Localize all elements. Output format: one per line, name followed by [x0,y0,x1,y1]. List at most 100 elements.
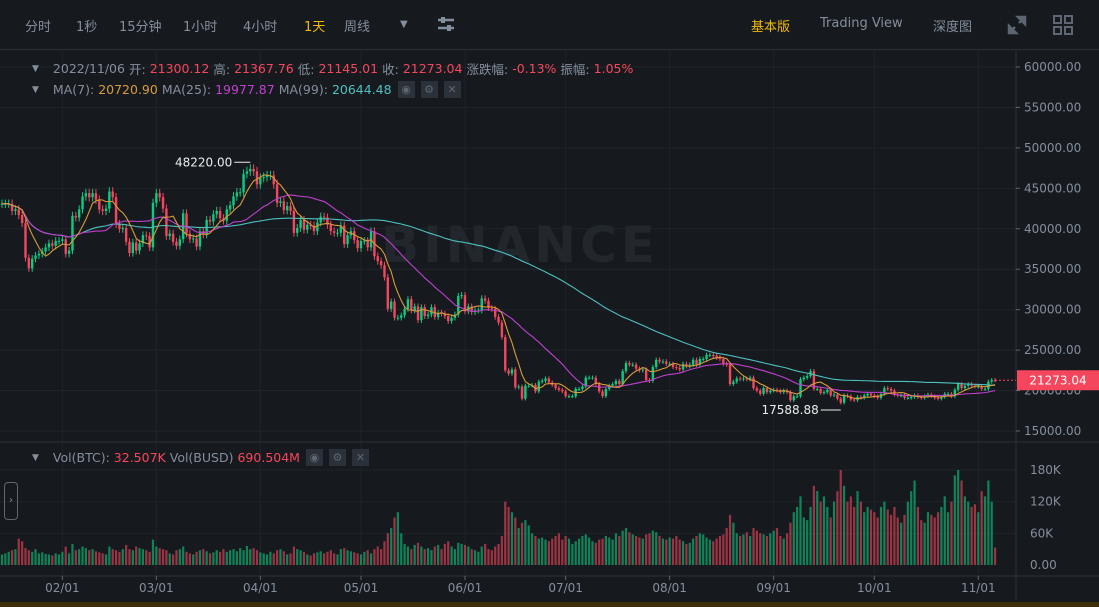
ma99-label: MA(99): [278,82,328,97]
volume-bar [242,550,245,565]
candle [631,362,634,367]
volume-bar [74,550,77,565]
candle [876,394,879,400]
interval-tab-1w[interactable]: 周线 [344,20,371,35]
candle [641,367,645,373]
grid-layout-icon[interactable] [1053,15,1073,39]
gear-icon[interactable]: ⚙ [420,81,438,98]
eye-icon[interactable]: ◉ [397,81,415,98]
candle-body [661,361,665,363]
candle-body [135,242,138,251]
candle [178,235,182,250]
candle-body [873,395,876,397]
candle-body [235,192,239,197]
close-icon[interactable]: ✕ [443,81,461,98]
candle [655,357,658,370]
volume-bar [289,553,292,565]
collapse-triangle-icon[interactable]: ▼ [32,63,39,74]
candle-body [765,388,769,393]
volume-bar [198,550,202,565]
candle [57,237,61,245]
volume-bar [591,541,594,565]
candle-body [675,367,678,369]
volume-bar [977,512,980,565]
candle-body [936,397,940,399]
view-depth[interactable]: 深度图 [933,20,973,35]
interval-tab-4h[interactable]: 4小时 [243,20,278,35]
fullscreen-icon[interactable] [1007,15,1027,39]
volume-bar [172,554,175,565]
candle-body [27,257,31,269]
open-value: 21300.12 [149,61,210,76]
candle [232,192,235,210]
volume-bar [739,535,742,565]
volume-bar [812,485,816,565]
candle-body [722,359,725,364]
interval-tab-15m[interactable]: 15分钟 [119,20,162,35]
candle-body [440,312,443,314]
collapse-triangle-icon[interactable]: ▼ [32,452,39,463]
candle-body [594,377,598,385]
interval-tab-1s[interactable]: 1秒 [76,20,98,35]
gear-icon[interactable]: ⚙ [328,449,346,466]
volume-bar [836,491,839,565]
candle-body [285,206,289,211]
ma7-value: 20720.90 [98,82,158,97]
volume-bar [255,550,259,565]
close-icon[interactable]: ✕ [351,449,369,466]
candle [356,236,359,252]
candle-body [883,388,886,394]
candle-body [597,384,601,392]
candle [470,303,473,315]
candle-body [789,392,792,401]
volume-bar [215,550,218,565]
candle [728,362,732,387]
expand-sidebar-button[interactable]: › [4,482,18,520]
candle-body [487,300,490,309]
chevron-down-icon[interactable]: ▼ [400,19,408,30]
settings-sliders-icon[interactable] [436,14,456,38]
eye-icon[interactable]: ◉ [305,449,323,466]
candle-body [262,177,265,179]
candle [953,387,957,399]
view-basic[interactable]: 基本版 [751,20,791,35]
date-tick-label: 11/01 [961,581,996,595]
candle-body [215,210,218,215]
volume-bar [78,549,81,565]
candle [74,211,78,222]
candle [386,274,390,312]
interval-tab-1h[interactable]: 1小时 [183,20,218,35]
candle-body [128,241,131,254]
candle [769,388,772,395]
volume-bar [796,506,799,565]
candle-body [832,394,836,396]
collapse-triangle-icon[interactable]: ▼ [32,84,39,95]
candle [98,195,101,214]
candle-body [691,359,695,365]
volume-bar [608,537,611,565]
candle [77,205,81,222]
price-tick-label: 60000.00 [1024,60,1081,74]
candle [799,377,802,399]
candle-body [540,380,544,382]
volume-bar [195,551,198,565]
view-tradingview[interactable]: Trading View [820,16,903,31]
candle-body [101,209,104,211]
candle [775,387,779,393]
interval-tab-1d[interactable]: 1天 [304,20,326,35]
interval-tab-timeline[interactable]: 分时 [25,20,52,35]
candle-body [634,364,638,369]
volume-bar [993,547,997,565]
volume-bar [138,548,141,565]
volume-bar [363,551,366,565]
candle [507,368,510,376]
candle-body [953,389,957,397]
candle [628,360,631,367]
candle-body [379,261,383,266]
candle-body [970,384,973,386]
volume-bar [373,549,376,565]
volume-bar [41,552,44,565]
candle-body [168,233,171,237]
candle-body [426,314,430,317]
